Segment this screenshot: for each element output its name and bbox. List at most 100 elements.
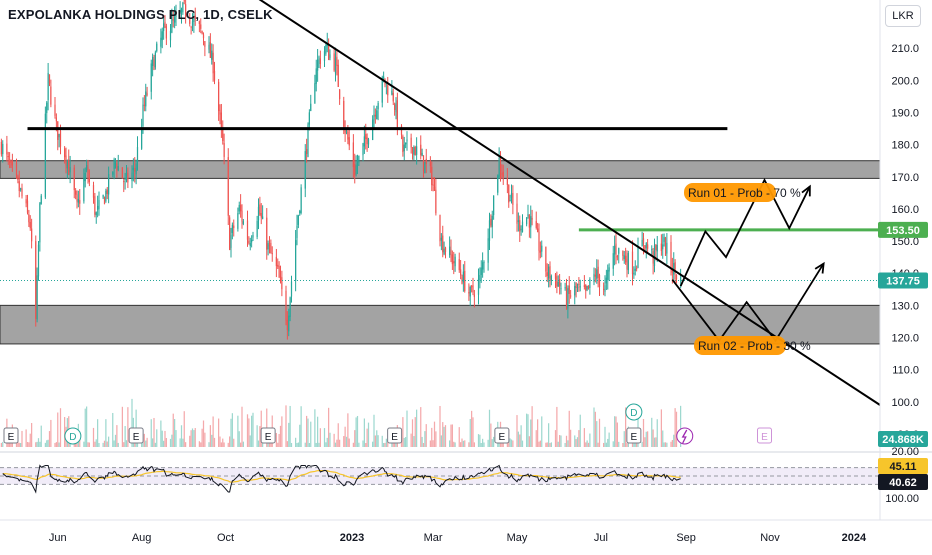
volume-bar: [604, 426, 606, 447]
volume-bar: [297, 442, 299, 447]
volume-bar: [347, 413, 349, 447]
candle: [491, 215, 493, 228]
candle: [627, 253, 629, 271]
candle: [121, 167, 123, 179]
candle: [152, 57, 154, 66]
candle: [75, 190, 77, 195]
price-tick-label: 160.0: [891, 204, 919, 216]
candle: [373, 114, 375, 121]
volume-bar: [671, 440, 673, 447]
volume-bar: [506, 440, 508, 447]
volume-bar: [651, 417, 653, 447]
volume-bar: [356, 415, 359, 447]
projection-path-2: [671, 263, 825, 343]
volume-bar: [603, 442, 605, 447]
volume-bar: [589, 433, 591, 447]
volume-bar: [526, 413, 528, 447]
volume-bar: [145, 440, 147, 447]
candle: [625, 255, 627, 263]
volume-bar: [488, 409, 491, 447]
rsi-tick-label: 100.00: [885, 493, 919, 505]
volume-bar: [538, 441, 540, 447]
volume-bar: [468, 442, 470, 447]
dividend-marker-label: D: [630, 408, 637, 419]
candle: [134, 167, 136, 172]
volume-bar: [372, 441, 374, 447]
volume-bar: [114, 434, 117, 447]
volume-bar: [453, 441, 455, 447]
volume-bar: [366, 428, 368, 447]
volume-bar: [549, 442, 551, 447]
volume-bar: [83, 441, 85, 447]
candle: [304, 151, 306, 189]
volume-bar: [213, 437, 216, 447]
candle: [106, 189, 108, 195]
candle: [622, 250, 624, 256]
volume-bar: [564, 442, 566, 447]
candle: [556, 276, 558, 287]
candle: [295, 240, 297, 281]
volume-bar: [539, 440, 541, 447]
candle: [213, 70, 216, 81]
volume-bar: [256, 425, 258, 447]
candle: [296, 225, 298, 238]
candle: [618, 247, 620, 254]
candle: [656, 244, 658, 252]
rsi-badge-bg: [878, 474, 928, 490]
volume-bar: [576, 437, 579, 447]
volume-bar: [425, 424, 427, 447]
candle: [136, 147, 139, 162]
candle: [328, 44, 330, 60]
volume-bar: [493, 436, 495, 447]
candle: [169, 30, 172, 41]
candle: [143, 104, 145, 106]
projection-arrowhead: [814, 261, 825, 274]
volume-bar: [102, 442, 104, 447]
candle: [314, 83, 316, 103]
candle: [37, 244, 40, 277]
volume-bar: [653, 437, 656, 447]
candle: [55, 117, 57, 122]
volume-bar: [57, 412, 59, 447]
candle: [333, 53, 335, 71]
volume-bar: [94, 441, 96, 447]
candle: [603, 288, 605, 290]
candle: [163, 23, 165, 32]
time-tick-label: Oct: [217, 532, 234, 544]
volume-bar: [462, 440, 464, 447]
candle: [583, 285, 585, 287]
volume-bar: [286, 441, 288, 447]
candle: [663, 237, 665, 242]
volume-bar: [374, 435, 376, 447]
candle: [270, 242, 272, 254]
candle: [281, 277, 283, 290]
candle: [674, 262, 676, 272]
candle: [77, 198, 79, 203]
candle: [675, 274, 678, 279]
candle: [579, 286, 581, 288]
volume-bar: [352, 442, 354, 447]
candle: [593, 273, 595, 283]
candle: [477, 278, 480, 295]
candle: [655, 244, 657, 250]
candle: [516, 203, 518, 224]
candle: [204, 41, 206, 47]
candle: [73, 167, 75, 191]
candle: [439, 215, 441, 242]
rsi-badge: 40.62: [889, 477, 917, 489]
candle: [6, 143, 8, 155]
volume-bar: [200, 442, 202, 447]
volume-bar: [652, 429, 654, 447]
candle: [607, 270, 609, 280]
candle: [472, 285, 474, 293]
candle: [414, 146, 416, 156]
candle: [124, 177, 126, 180]
currency-button[interactable]: LKR: [885, 5, 921, 27]
candle: [469, 287, 471, 297]
candle: [615, 243, 617, 255]
candle: [406, 139, 408, 142]
volume-bar: [54, 442, 56, 447]
candle: [65, 155, 67, 166]
volume-bar: [31, 423, 33, 447]
